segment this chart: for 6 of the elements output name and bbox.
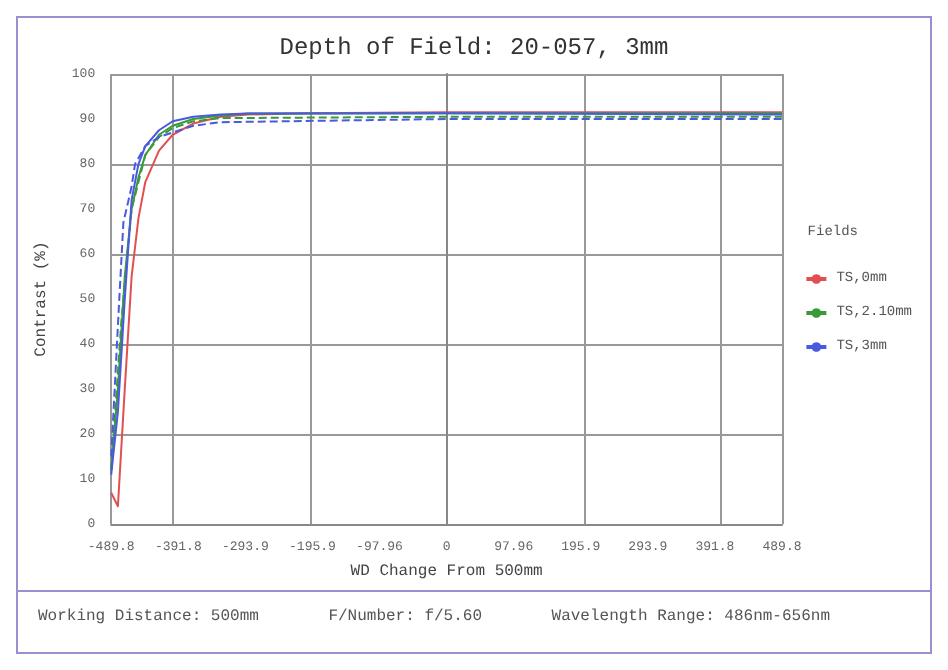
chart-title: Depth of Field: 20-057, 3mm (279, 34, 669, 62)
y-axis-title: Contrast (%) (33, 241, 51, 357)
text: F/Number: f/5.60 (328, 608, 482, 626)
text: Working Distance: 500mm (38, 608, 259, 626)
text: Wavelength Range: 486nm-656nm (551, 608, 830, 626)
x-axis-title: WD Change From 500mm (350, 563, 544, 581)
